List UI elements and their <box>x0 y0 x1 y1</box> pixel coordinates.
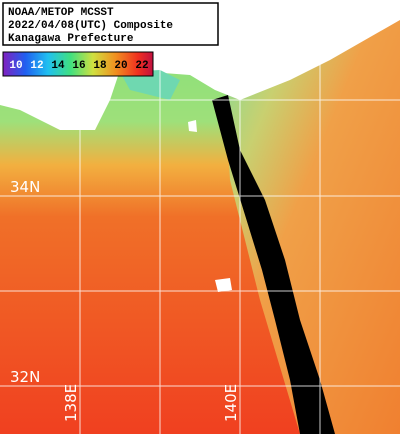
lon-label: 138E <box>62 384 80 422</box>
colorbar-tick-label: 16 <box>72 60 85 72</box>
bay <box>120 70 180 100</box>
colorbar-tick-label: 12 <box>30 60 43 72</box>
colorbar-labels: 10 12 14 16 18 20 22 <box>9 60 148 72</box>
colorbar-tick-label: 22 <box>135 60 148 72</box>
lat-label: 32N <box>10 368 40 386</box>
colorbar-tick-label: 10 <box>9 60 22 72</box>
colorbar <box>2 51 154 77</box>
island <box>188 120 197 132</box>
header-line: 2022/04/08(UTC) Composite <box>8 20 173 32</box>
colorbar-tick-label: 20 <box>114 60 127 72</box>
colorbar-tick-label: 14 <box>51 60 65 72</box>
sea-east <box>220 0 400 434</box>
header-line: NOAA/METOP MCSST <box>8 7 114 19</box>
lat-label: 34N <box>10 178 40 196</box>
island <box>215 278 232 292</box>
header-line: Kanagawa Prefecture <box>8 33 134 45</box>
header-box <box>2 2 219 46</box>
cloud-strip <box>212 95 335 434</box>
colorbar-tick-label: 18 <box>93 60 107 72</box>
lon-label: 140E <box>222 384 240 422</box>
